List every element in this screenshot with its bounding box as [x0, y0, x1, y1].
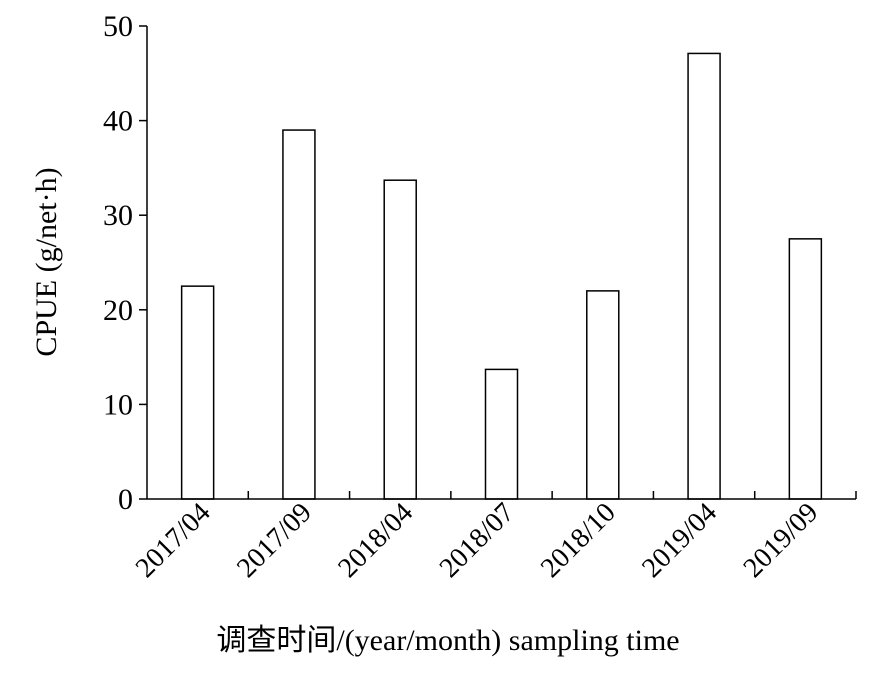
- bar-2018-04: [383, 179, 417, 500]
- bar-2017-04: [180, 285, 215, 500]
- bar-2019-09: [788, 238, 823, 500]
- y-tick-label: 20: [103, 294, 133, 327]
- x-tick-label: 2017/04: [130, 497, 217, 584]
- x-ticks-group: 2017/04 2017/09 2018/04 2018/07 2018/10 2019/…: [130, 491, 857, 584]
- x-tick-label: 2019/09: [737, 497, 824, 584]
- y-axis-label: CPUE (g/net·h): [30, 167, 63, 356]
- bar-2018-10: [586, 290, 620, 500]
- y-tick-label: 30: [103, 199, 133, 232]
- bar-2017-09: [282, 129, 316, 500]
- y-tick-label: 10: [103, 388, 133, 421]
- x-tick-label: 2018/04: [332, 497, 419, 584]
- x-tick-label: 2018/10: [535, 497, 622, 584]
- x-tick-label: 2018/07: [434, 497, 521, 584]
- y-tick-label: 0: [118, 483, 133, 516]
- axes-group: [146, 26, 856, 500]
- y-ticks-group: 0 10 20 30 40 50: [103, 10, 147, 516]
- bar-2018-07: [484, 368, 519, 500]
- x-tick-label: 2019/04: [636, 497, 723, 584]
- y-tick-label: 40: [103, 105, 133, 138]
- y-tick-label: 50: [103, 10, 133, 43]
- x-tick-label: 2017/09: [231, 497, 318, 584]
- bar-2019-04: [687, 52, 721, 500]
- bars-group: [180, 52, 823, 500]
- x-axis-label: 调查时间/(year/month) sampling time: [216, 624, 679, 657]
